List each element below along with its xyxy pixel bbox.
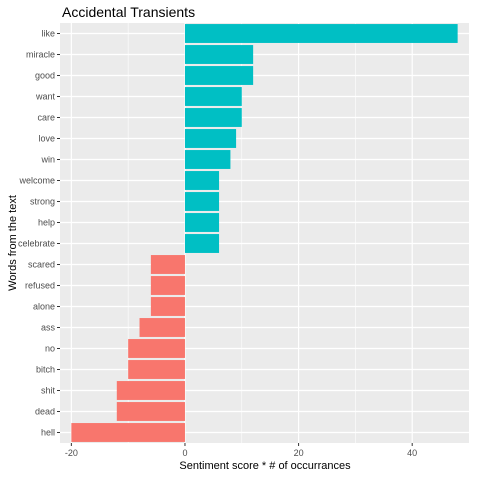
bar-shit [116, 381, 185, 400]
y-tick-label: miracle [26, 50, 55, 60]
bar-hell [71, 423, 185, 442]
bar-love [184, 129, 237, 148]
bar-welcome [184, 171, 220, 190]
y-tick-label: dead [35, 407, 55, 417]
bar-win [184, 150, 231, 169]
y-tick-label: good [35, 71, 55, 81]
x-axis-ticks: -20 0 20 40 [65, 443, 417, 458]
y-tick-label: help [38, 218, 55, 228]
bar-care [184, 108, 242, 127]
bar-bitch [128, 360, 185, 379]
y-tick-label: care [37, 113, 55, 123]
x-tick-label: 20 [294, 448, 304, 458]
x-tick-label: -20 [65, 448, 78, 458]
bar-strong [184, 192, 220, 211]
y-tick-label: bitch [36, 365, 55, 375]
bars [71, 24, 458, 442]
y-tick-label: no [45, 344, 55, 354]
plot-panel [60, 23, 469, 443]
bar-celebrate [184, 234, 220, 253]
bar-like [184, 24, 458, 43]
y-tick-label: welcome [18, 176, 55, 186]
x-tick-label: 40 [407, 448, 417, 458]
y-tick-label: alone [33, 302, 55, 312]
y-tick-label: refused [25, 281, 55, 291]
bar-no [128, 339, 185, 358]
bar-good [184, 66, 254, 85]
x-axis-label: Sentiment score * # of occurrances [179, 460, 351, 472]
y-tick-label: strong [30, 197, 55, 207]
y-tick-label: like [41, 29, 55, 39]
y-tick-label: win [40, 155, 55, 165]
bar-want [184, 87, 242, 106]
y-tick-label: scared [28, 260, 55, 270]
bar-miracle [184, 45, 254, 64]
chart-title: Accidental Transients [62, 4, 196, 20]
y-tick-label: ass [41, 323, 56, 333]
y-tick-label: hell [41, 428, 55, 438]
y-tick-label: want [35, 92, 56, 102]
y-tick-label: celebrate [18, 239, 55, 249]
x-tick-label: 0 [182, 448, 187, 458]
bar-help [184, 213, 220, 232]
bar-dead [116, 402, 185, 421]
y-tick-label: love [38, 134, 55, 144]
y-tick-label: shit [41, 386, 56, 396]
y-axis-ticks: like miracle good want care love win welcome str… [18, 29, 60, 438]
bar-scared [150, 255, 185, 274]
bar-alone [150, 297, 185, 316]
bar-ass [139, 318, 185, 337]
bar-refused [150, 276, 185, 295]
